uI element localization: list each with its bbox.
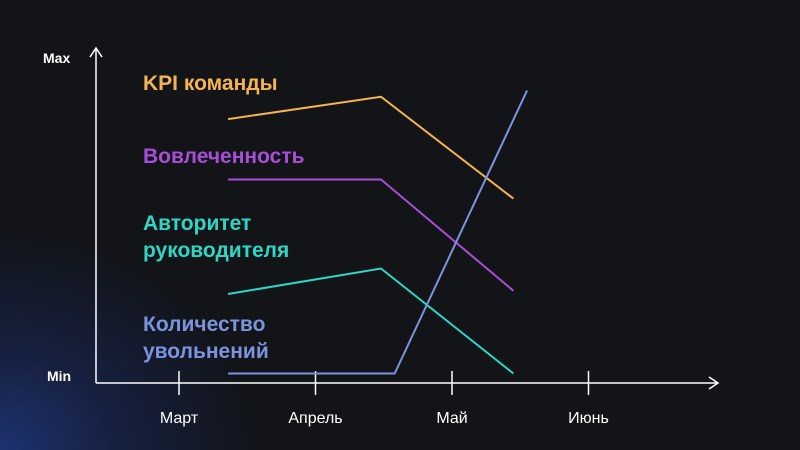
series-line-1 [227,95,515,200]
y-axis-min-label: Min [47,368,71,384]
series-label-4: Количество увольнений [143,313,269,363]
series-label-3: Авторитет руководителя [143,212,289,262]
x-axis-ticks: Март Апрель Май Июнь [160,371,609,427]
series-line-2 [228,178,515,292]
series-label-2-line-1: Вовлеченность [143,145,305,168]
y-axis-arrow [89,46,103,58]
x-tick-label-4: Июнь [568,410,609,427]
series-line-3 [227,267,515,375]
series-line-4 [228,89,529,375]
series-label-1-line-1: KPI команды [143,72,278,95]
series-label-4-line-2: увольнений [143,340,269,363]
y-axis-max-label: Max [43,50,70,66]
x-tick-label-1: Март [160,410,199,427]
series-label-2: Вовлеченность [143,145,305,168]
series-label-4-line-1: Количество [143,313,265,336]
chart-axes: Max Min [43,46,720,390]
series-label-3-line-2: руководителя [143,239,289,262]
x-tick-label-3: Май [436,410,467,427]
series-label-3-line-1: Авторитет [143,212,251,235]
chart-series [227,89,529,375]
series-label-1: KPI команды [143,72,278,95]
x-tick-label-2: Апрель [288,410,342,427]
series-labels: KPI команды Вовлеченность Авторитет руковод… [143,72,305,363]
x-axis-arrow [708,376,720,390]
